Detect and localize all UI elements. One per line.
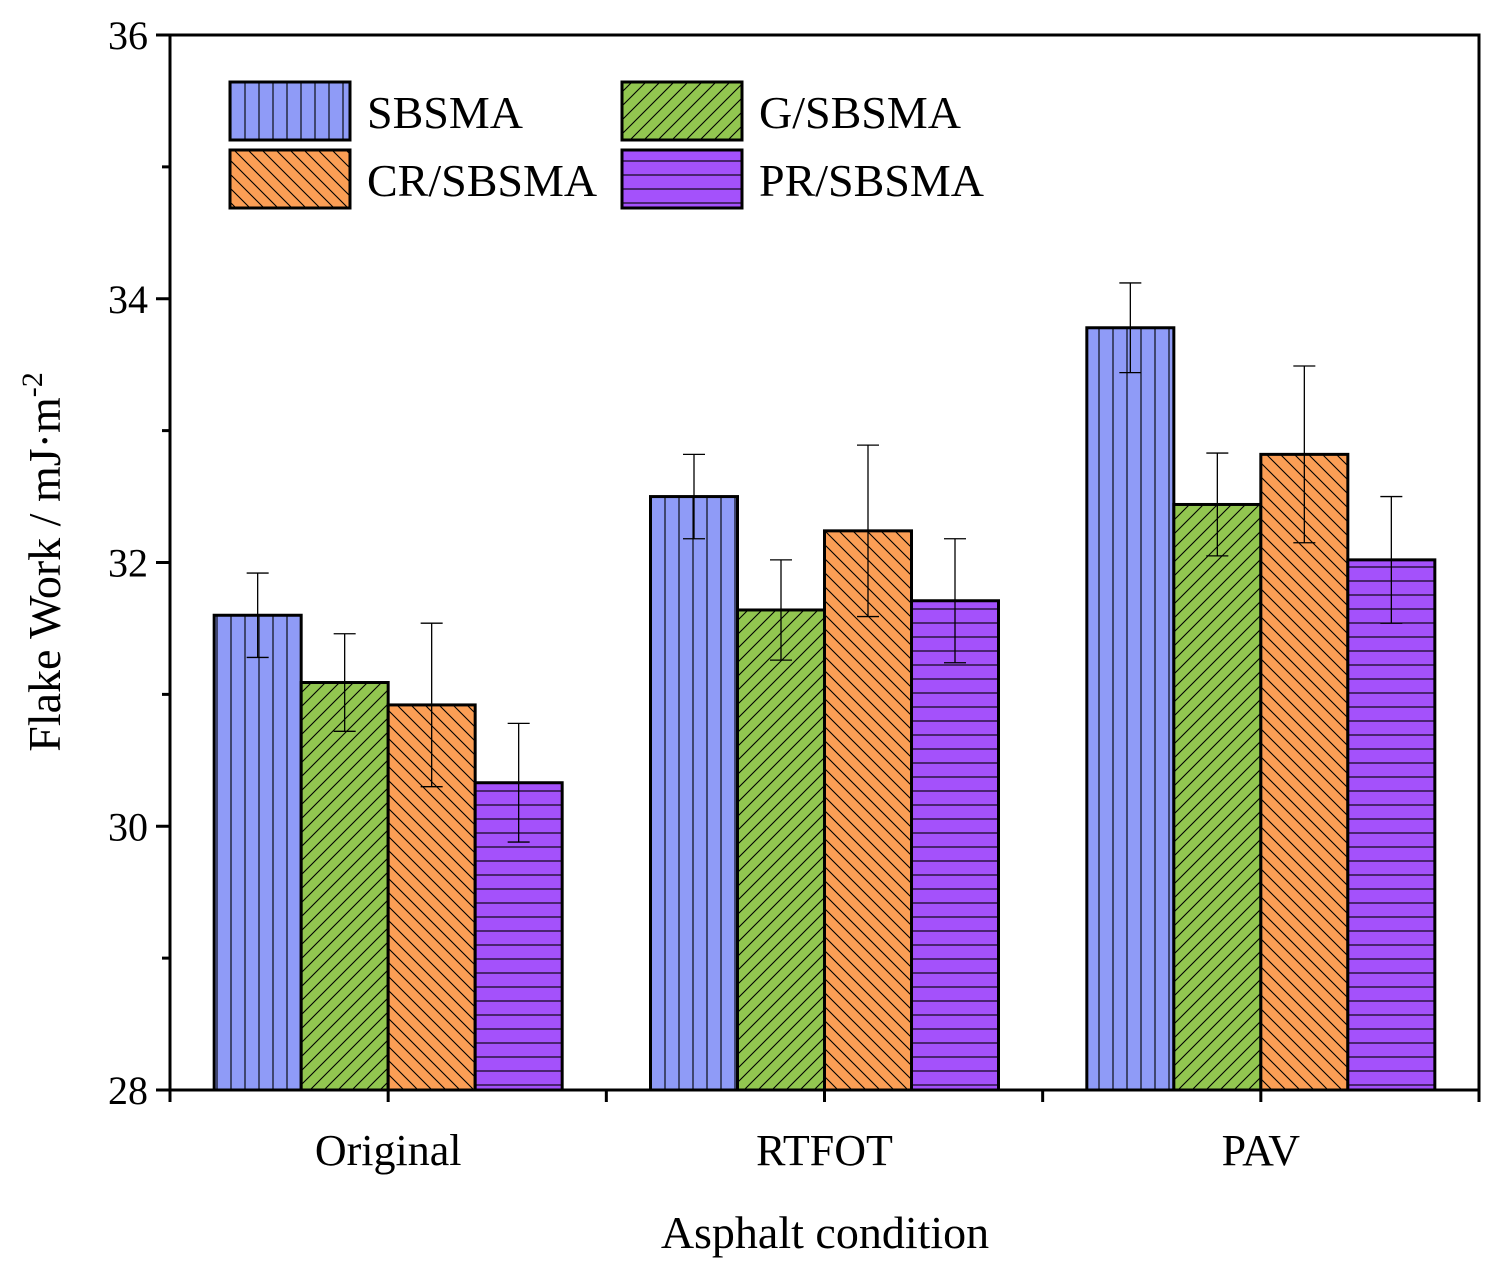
bar-g-sbsma-rtfot: [736, 608, 826, 1092]
legend-label: PR/SBSMA: [759, 155, 984, 206]
error-bar-cr-sbsma-rtfot: [857, 444, 879, 618]
legend-label: CR/SBSMA: [367, 155, 597, 206]
y-tick-label: 34: [108, 277, 148, 322]
legend-swatch: [620, 148, 744, 210]
legend-item-pr-sbsma: PR/SBSMA: [620, 148, 984, 210]
y-axis-title: Flake Work / mJ·m-2: [16, 372, 70, 751]
bar-sbsma-rtfot: [649, 495, 739, 1092]
error-bar-g-sbsma-pav: [1206, 452, 1229, 557]
bar-sbsma-pav: [1085, 326, 1176, 1092]
bar-pr-sbsma-rtfot: [910, 599, 1000, 1092]
y-axis-title-main: Flake Work / mJ·m: [19, 397, 70, 752]
x-axis: Original RTFOT PAV: [168, 1090, 1481, 1175]
error-bar-pr-sbsma-rtfot: [944, 538, 966, 664]
legend-label: G/SBSMA: [759, 87, 961, 138]
x-tick-label-original: Original: [315, 1126, 462, 1175]
x-axis-title: Asphalt condition: [661, 1207, 989, 1258]
y-tick-label: 32: [108, 541, 148, 586]
x-tick-label-rtfot: RTFOT: [756, 1126, 893, 1175]
legend-item-cr-sbsma: CR/SBSMA: [228, 148, 597, 210]
x-tick-label-pav: PAV: [1222, 1126, 1301, 1175]
legend-swatch: [620, 80, 744, 142]
error-bar-sbsma-rtfot: [683, 453, 705, 540]
error-bar-g-sbsma-original: [333, 633, 356, 732]
legend-swatch: [228, 80, 352, 142]
y-tick-label: 30: [108, 804, 148, 849]
legend-item-g-sbsma: G/SBSMA: [620, 80, 961, 142]
bar-cr-sbsma-pav: [1259, 452, 1350, 1092]
error-bar-cr-sbsma-original: [420, 622, 443, 788]
error-bar-g-sbsma-rtfot: [770, 559, 792, 661]
bar-sbsma-original: [212, 613, 303, 1092]
bar-g-sbsma-original: [299, 681, 390, 1092]
error-bar-pr-sbsma-original: [507, 722, 530, 843]
legend-item-sbsma: SBSMA: [228, 80, 523, 142]
bar-g-sbsma-pav: [1172, 502, 1263, 1092]
error-bar-pr-sbsma-pav: [1380, 495, 1403, 624]
bar-pr-sbsma-pav: [1346, 558, 1437, 1092]
error-bars-layer: [246, 282, 1403, 843]
legend-label: SBSMA: [367, 87, 523, 138]
error-bar-sbsma-pav: [1119, 282, 1142, 374]
bars-layer: [212, 326, 1437, 1092]
error-bar-sbsma-original: [246, 572, 269, 659]
y-axis-title-superscript: -2: [16, 372, 49, 397]
error-bar-cr-sbsma-pav: [1293, 365, 1316, 544]
y-tick-label: 36: [108, 13, 148, 58]
legend: SBSMA G/SBSMA CR/SBSMA PR/SBSMA: [228, 80, 984, 210]
legend-swatch: [228, 148, 352, 210]
y-tick-label: 28: [108, 1068, 148, 1113]
y-axis: 28 30 32 34 36: [108, 13, 170, 1113]
